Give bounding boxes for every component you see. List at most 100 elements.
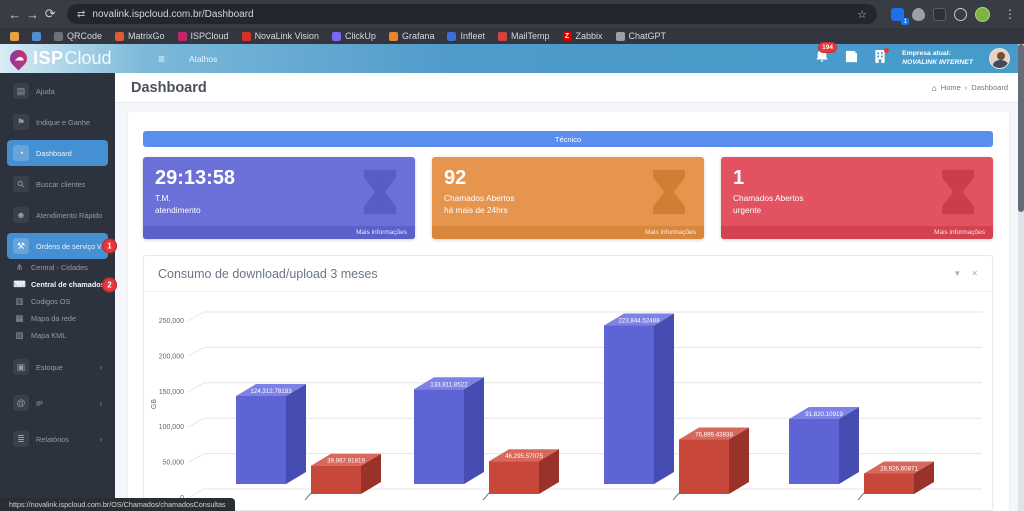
notifications-button[interactable]: 194 — [815, 42, 837, 68]
sidebar-item-mapa-kml[interactable]: ▧ Mapa KML — [7, 327, 108, 344]
bookmark-favicon — [331, 31, 341, 41]
report-icon: ≣ — [13, 431, 29, 447]
stat-card-value: 1 — [733, 167, 745, 189]
stat-card[interactable]: 92 Chamados Abertos há mais de 24hrs Mai… — [432, 157, 704, 239]
bookmark-clickup[interactable]: ClickUp — [331, 31, 376, 41]
bookmark-ispcloud[interactable]: ISPCloud — [177, 31, 229, 41]
bookmark-mailtemp[interactable]: MailTemp — [498, 31, 550, 41]
search-icon: ⚲ — [13, 176, 29, 192]
extensions-area: 1 ⋮ — [891, 6, 1017, 25]
forward-icon[interactable]: → — [26, 6, 39, 22]
sidebar-item-central-cidades[interactable]: ⋔ Central - Cidades — [7, 259, 108, 276]
sidebar-item-ip[interactable]: @ IP › — [7, 390, 108, 416]
svg-text:223,844.52488: 223,844.52488 — [618, 318, 660, 325]
svg-text:GB: GB — [151, 399, 158, 409]
page-scrollbar[interactable] — [1018, 44, 1024, 511]
user-avatar[interactable] — [989, 48, 1010, 69]
sidebar-item-mapa-da-rede[interactable]: ▦ Mapa da rede — [7, 310, 108, 327]
stat-card-line1: Chamados Abertos — [444, 193, 515, 203]
svg-text:76,899.43838: 76,899.43838 — [695, 432, 733, 439]
chevron-icon: › — [99, 434, 102, 444]
stat-card-line1: T.M. — [155, 193, 171, 203]
bookmark-favicon — [615, 31, 625, 41]
breadcrumb-sep-icon: › — [964, 83, 968, 92]
extension-icon[interactable]: 1 — [891, 7, 910, 25]
stat-card-footer-link[interactable]: Mais informações — [143, 226, 415, 239]
browser-toolbar: ← → ⟳ ⇄ novalink.ispcloud.com.br/Dashboa… — [0, 0, 1024, 28]
browser-profile-avatar[interactable] — [975, 6, 991, 22]
gauge-icon: ◔ — [13, 145, 29, 161]
sidebar-item-relato-rios[interactable]: ≣ Relatórios › — [7, 426, 108, 452]
breadcrumb-home[interactable]: Home — [940, 83, 961, 92]
stat-card-line1: Chamados Abertos — [733, 193, 804, 203]
chart-title: Consumo de download/upload 3 meses — [158, 266, 378, 281]
bookmark-infleet[interactable]: Infleet — [447, 31, 485, 41]
sidebar-item-codigos-os[interactable]: ▥ Codigos OS — [7, 293, 108, 310]
sidebar: ▤ Ajuda ⚑ Indique e Ganhe ◔ Dashboard ⚲ … — [0, 73, 117, 511]
back-icon[interactable]: ← — [8, 6, 22, 22]
map-icon: ▦ — [15, 313, 24, 323]
company-switch-button[interactable] — [874, 47, 890, 68]
logo-text-isp: ISP — [33, 48, 64, 68]
browser-menu-icon[interactable]: ⋮ — [1004, 7, 1017, 21]
sidebar-item-ajuda[interactable]: ▤ Ajuda — [7, 78, 108, 104]
puzzle-extensions-icon[interactable] — [954, 7, 968, 21]
stat-card-line2: há mais de 24hrs — [444, 205, 508, 216]
shortcuts-menu[interactable]: Atalhos — [189, 53, 218, 64]
notes-button[interactable] — [845, 50, 858, 68]
url-text[interactable]: novalink.ispcloud.com.br/Dashboard — [92, 8, 254, 20]
screenshot-extension-icon[interactable] — [933, 7, 947, 21]
stat-card-footer-link[interactable]: Mais informações — [432, 226, 704, 239]
users-icon: ☻ — [13, 207, 29, 223]
sidebar-toggle-icon[interactable]: ≡ — [158, 51, 166, 66]
sidebar-item-indique-e-ganhe[interactable]: ⚑ Indique e Ganhe — [7, 109, 108, 135]
bookmark-novalink-vision[interactable]: NovaLink Vision — [241, 31, 319, 41]
bar-chart: 050,000100,000150,000200,000250,000GB124… — [151, 311, 982, 502]
breadcrumb: ⌂ Home › Dashboard — [932, 83, 1008, 93]
main-content: Dashboard ⌂ Home › Dashboard Técnico 29:… — [115, 73, 1024, 511]
chart-tools: ▼ ✕ — [953, 269, 978, 278]
sidebar-item-ordens-de-servic-o[interactable]: ⚒ Ordens de serviço ∨ 1 — [7, 233, 117, 259]
shield-extension-icon[interactable] — [912, 7, 926, 21]
sidebar-item-estoque[interactable]: ▣ Estoque › — [7, 354, 108, 380]
chevron-icon: › — [99, 398, 102, 408]
tecnico-banner-button[interactable]: Técnico — [143, 131, 993, 147]
stat-card[interactable]: 29:13:58 T.M. atendimento Mais informaçõ… — [143, 157, 415, 239]
bookmark-grafana[interactable]: Grafana — [388, 31, 434, 41]
site-info-icon[interactable]: ⇄ — [77, 8, 86, 20]
current-company: Empresa atual: NOVALINK INTERNET — [902, 50, 973, 67]
stat-card-footer-link[interactable]: Mais informações — [721, 226, 993, 239]
close-icon[interactable]: ✕ — [971, 269, 978, 278]
sidebar-item-central-de-chamados[interactable]: ⌨ Central de chamados 2 — [7, 276, 117, 293]
bookmark-favicon[interactable] — [10, 31, 19, 41]
svg-text:124,312.78183: 124,312.78183 — [250, 388, 292, 395]
bookmark-favicon: Z — [562, 31, 572, 41]
browser-status-bar: https://novalink.ispcloud.com.br/OS/Cham… — [0, 498, 235, 511]
svg-text:150,000: 150,000 — [159, 389, 184, 396]
bookmark-matrixgo[interactable]: MatrixGo — [115, 31, 165, 41]
reload-icon[interactable]: ⟳ — [44, 6, 56, 21]
address-bar[interactable]: ⇄ novalink.ispcloud.com.br/Dashboard ☆ — [67, 4, 878, 24]
hourglass-icon — [942, 169, 974, 215]
sidebar-item-dashboard[interactable]: ◔ Dashboard — [7, 140, 108, 166]
hourglass-icon — [653, 169, 685, 215]
scrollbar-thumb[interactable] — [1018, 44, 1024, 212]
bookmark-chatgpt[interactable]: ChatGPT — [615, 31, 666, 41]
isp-cloud-logo[interactable]: ☁ ISPCloud — [0, 46, 140, 71]
pin-logo-icon: ☁ — [6, 46, 31, 71]
sidebar-item-buscar-clientes[interactable]: ⚲ Buscar clientes — [7, 171, 108, 197]
box-icon: ▣ — [13, 359, 29, 375]
bookmark-favicon — [447, 31, 457, 41]
svg-text:100,000: 100,000 — [159, 424, 184, 431]
chevron-icon: ∨ — [96, 241, 102, 251]
bookmark-qrcode[interactable]: QRCode — [54, 31, 102, 41]
stat-card-line2: urgente — [733, 205, 762, 216]
bookmark-favicon[interactable] — [32, 31, 41, 41]
filter-icon[interactable]: ▼ — [953, 269, 962, 278]
bookmark-zabbix[interactable]: Z Zabbix — [562, 31, 603, 41]
svg-text:28,926.60871: 28,926.60871 — [880, 466, 918, 473]
svg-text:133,811.8522: 133,811.8522 — [430, 381, 468, 388]
bookmark-star-icon[interactable]: ☆ — [857, 8, 868, 21]
stat-card[interactable]: 1 Chamados Abertos urgente Mais informaç… — [721, 157, 993, 239]
sidebar-item-atendimento-ra-pido[interactable]: ☻ Atendimento Rápido — [7, 202, 108, 228]
